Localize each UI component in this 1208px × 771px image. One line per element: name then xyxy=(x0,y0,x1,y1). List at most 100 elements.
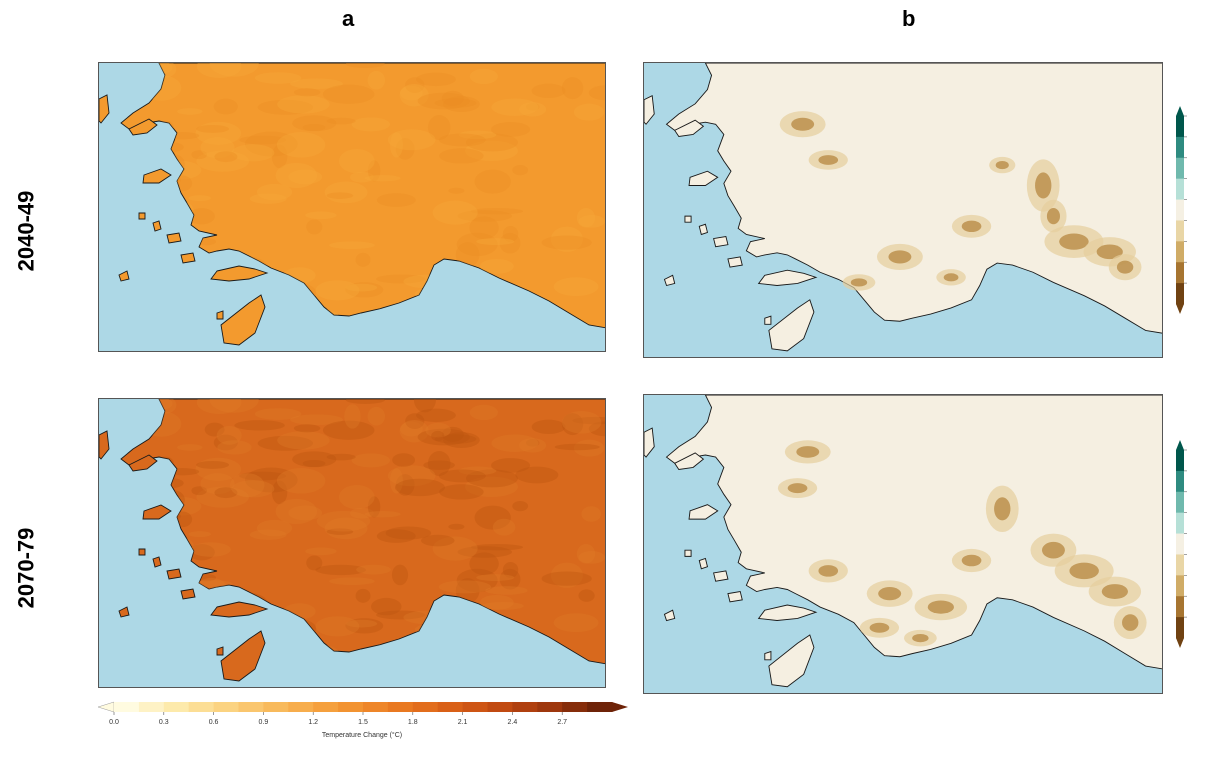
anomaly-patch-core xyxy=(961,554,982,567)
texture-blob xyxy=(405,413,425,429)
coastline-shape xyxy=(757,269,818,286)
texture-blob xyxy=(470,208,524,215)
colorbar-segment xyxy=(288,702,314,712)
texture-blob xyxy=(350,507,374,519)
coastline-shape xyxy=(216,646,224,656)
colorbar-tick-label: 0.3 xyxy=(159,719,169,726)
coastline-shape xyxy=(128,118,158,136)
texture-blob xyxy=(367,160,381,182)
texture-blob xyxy=(338,149,375,174)
colorbar-tick-label: 0.0 xyxy=(109,719,119,726)
texture-blob xyxy=(427,115,451,140)
texture-blob xyxy=(439,148,484,164)
texture-blob xyxy=(469,404,498,421)
texture-blob xyxy=(173,511,193,528)
map-a-2070-svg xyxy=(99,399,605,682)
texture-blob xyxy=(345,618,384,634)
texture-blob xyxy=(439,484,484,500)
texture-blob xyxy=(367,406,386,426)
colorbar-segment xyxy=(437,702,464,712)
texture-blob xyxy=(364,175,401,182)
texture-blob xyxy=(474,505,511,530)
texture-blob xyxy=(302,459,326,467)
coastline-shape xyxy=(644,427,655,458)
temperature-colorbar-svg: 0.0 0.3 0.6 0.9 1.2 1.5 1.8 2.1 2.4 2.7 xyxy=(97,701,628,726)
coastline-shape xyxy=(120,399,605,665)
texture-blob xyxy=(204,422,225,437)
colorbar-segment xyxy=(387,702,414,712)
colorbar-left-arrow xyxy=(97,701,115,713)
texture-blob xyxy=(573,103,605,121)
texture-blob xyxy=(561,410,602,434)
texture-blob xyxy=(417,92,470,110)
colorbar-segment xyxy=(363,702,389,712)
texture-blob xyxy=(416,408,456,423)
texture-blob xyxy=(234,420,285,431)
texture-blob xyxy=(239,135,287,145)
coastline-shape xyxy=(118,606,130,618)
land-mass xyxy=(644,395,1162,688)
colorbar-segment xyxy=(1176,178,1184,201)
texture-blob xyxy=(443,432,480,448)
texture-blob xyxy=(474,169,511,194)
texture-blob xyxy=(326,453,356,461)
texture-blob xyxy=(315,280,360,301)
texture-blob xyxy=(512,501,529,512)
texture-blob xyxy=(196,486,249,508)
colorbar-segment xyxy=(163,702,190,712)
coastline-shape xyxy=(698,223,709,236)
texture-blob xyxy=(188,208,215,225)
texture-blob xyxy=(504,628,528,636)
row-label-2040: 2040-49 xyxy=(13,190,39,272)
texture-blob xyxy=(491,122,531,137)
colorbar-b-2040-svg xyxy=(1176,106,1187,314)
texture-blob xyxy=(196,460,230,469)
row-label-2070: 2070-79 xyxy=(13,527,39,609)
texture-blob xyxy=(494,628,525,651)
texture-blob xyxy=(443,96,480,112)
texture-blob xyxy=(188,195,211,202)
colorbar-segment xyxy=(1176,470,1184,493)
texture-blob xyxy=(155,477,184,489)
coastline-shape xyxy=(152,220,162,232)
texture-blob xyxy=(164,154,185,174)
texture-blob xyxy=(322,420,375,440)
anomaly-patch-core xyxy=(912,633,929,643)
anomaly-patch-core xyxy=(1101,584,1128,599)
coastline-shape xyxy=(698,557,709,570)
texture-blob xyxy=(196,63,242,79)
texture-blob xyxy=(480,611,494,629)
colorbar-segment xyxy=(1176,512,1184,535)
colorbar-segment xyxy=(1176,220,1184,242)
texture-blob xyxy=(291,307,339,327)
texture-blob xyxy=(376,274,426,284)
texture-blob xyxy=(502,225,519,242)
colorbar-segment xyxy=(462,702,488,712)
texture-blob xyxy=(239,471,287,481)
colorbar-segment xyxy=(1176,491,1184,514)
texture-blob xyxy=(288,169,323,185)
colorbar-segment xyxy=(1176,450,1184,472)
texture-blob xyxy=(196,150,249,172)
texture-blob xyxy=(274,618,317,639)
texture-blob xyxy=(403,274,458,289)
texture-blob xyxy=(191,150,208,160)
anomaly-patch-core xyxy=(1116,260,1134,274)
texture-blob xyxy=(389,132,403,158)
texture-blob xyxy=(392,453,416,467)
texture-blob xyxy=(367,70,386,90)
texture-blob xyxy=(491,458,531,473)
map-panel-b-2040 xyxy=(643,62,1163,358)
anomaly-patch-core xyxy=(787,483,808,494)
anomaly-patch-core xyxy=(994,497,1011,521)
texture-blob xyxy=(502,561,519,578)
colorbar-segment xyxy=(1176,617,1184,639)
texture-blob xyxy=(519,438,547,453)
texture-blob xyxy=(356,564,391,575)
coastline-shape xyxy=(120,63,605,329)
texture-blob xyxy=(376,529,416,543)
texture-blob xyxy=(476,574,515,581)
map-b-2070-svg xyxy=(644,395,1162,688)
texture-blob xyxy=(550,226,583,252)
texture-blob xyxy=(291,643,339,663)
